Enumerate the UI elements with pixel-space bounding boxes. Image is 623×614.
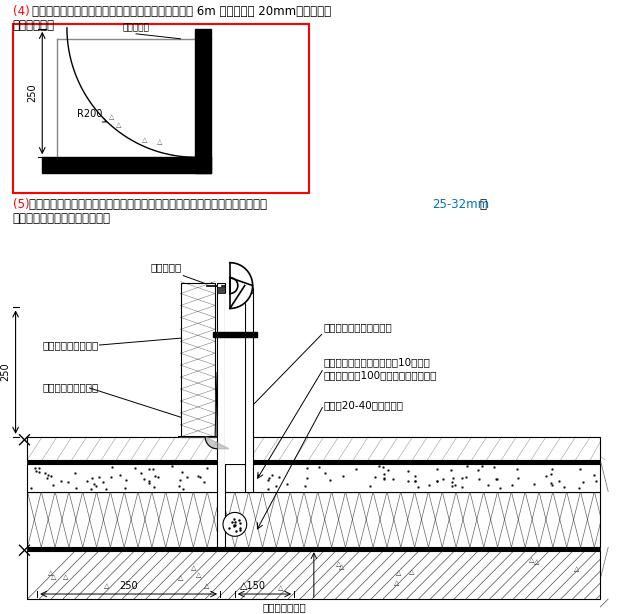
Bar (27, 551, 601, 599)
Text: △: △ (394, 580, 399, 586)
Text: △: △ (178, 575, 183, 581)
Text: △: △ (278, 585, 283, 591)
Text: △: △ (204, 583, 209, 589)
Bar (181, 282, 215, 437)
Circle shape (223, 513, 247, 536)
Text: 平卧排气管，管壁开孔直径10，梅花: 平卧排气管，管壁开孔直径10，梅花 (324, 357, 430, 367)
Text: △: △ (574, 565, 580, 572)
Text: △: △ (336, 562, 341, 567)
Text: 带孔与立管相连。做法如下图：: 带孔与立管相连。做法如下图： (12, 212, 111, 225)
Text: R200: R200 (77, 109, 107, 122)
Text: △: △ (110, 114, 115, 120)
Text: △150: △150 (240, 581, 266, 591)
Bar (27, 492, 601, 547)
Text: 气道（20-40碎石填满）: 气道（20-40碎石填满） (324, 400, 404, 410)
Bar (245, 287, 252, 292)
Bar (27, 464, 601, 492)
Text: △: △ (409, 569, 414, 575)
Text: 250: 250 (1, 363, 11, 381)
Text: 脂防水油膏。: 脂防水油膏。 (12, 19, 55, 32)
Bar (12, 24, 309, 193)
Bar (27, 547, 601, 551)
Text: △: △ (48, 570, 53, 576)
Text: △: △ (142, 137, 148, 142)
Text: 屋面泻水保护做法见下图，分格缝同屋面防水保护层 6m 一道，缝宽 20mm，内嵌聚胺: 屋面泻水保护做法见下图，分格缝同屋面防水保护层 6m 一道，缝宽 20mm，内嵌… (32, 5, 331, 18)
Text: 锥形细石混凝土保护: 锥形细石混凝土保护 (42, 382, 98, 392)
Text: △: △ (340, 564, 345, 570)
Polygon shape (205, 437, 229, 449)
Text: △: △ (104, 583, 110, 589)
Text: 250: 250 (120, 581, 138, 591)
Bar (245, 287, 252, 492)
Text: 250: 250 (27, 84, 37, 103)
Text: 屋面透气孔：当保温层含水量较大，难以干燥时可以埋设排气管。排气管直径: 屋面透气孔：当保温层含水量较大，难以干燥时可以埋设排气管。排气管直径 (29, 198, 271, 211)
Text: (5): (5) (12, 198, 29, 211)
Text: 转角处水泥砂浆抒成圆弧: 转角处水泥砂浆抒成圆弧 (324, 322, 392, 332)
Text: △: △ (157, 139, 162, 145)
Text: △: △ (396, 570, 401, 576)
Text: ，: ， (480, 198, 487, 211)
Bar (196, 29, 211, 173)
Bar (225, 292, 245, 464)
Text: △: △ (534, 559, 540, 565)
Text: △: △ (528, 557, 534, 563)
Text: △: △ (116, 122, 121, 128)
Text: △: △ (51, 573, 57, 580)
Text: 不锈销箍，螺栀收紧: 不锈销箍，螺栀收紧 (42, 340, 98, 350)
Bar (217, 287, 225, 292)
Text: △: △ (191, 565, 197, 571)
Bar (27, 460, 601, 464)
Text: 25-32mm: 25-32mm (432, 198, 490, 211)
Bar (217, 282, 225, 547)
Text: 细石混凝土: 细石混凝土 (123, 23, 150, 32)
Polygon shape (179, 372, 217, 437)
Text: 建筑密封胶: 建筑密封胶 (151, 263, 182, 273)
Bar (42, 157, 211, 173)
Polygon shape (230, 263, 252, 308)
Bar (27, 437, 601, 460)
Text: △: △ (196, 572, 201, 578)
Text: △: △ (63, 574, 69, 580)
Bar (213, 332, 257, 337)
Text: 形布置，孔距100，与立管用三通连接: 形布置，孔距100，与立管用三通连接 (324, 370, 437, 380)
Text: (4): (4) (12, 5, 33, 18)
Text: 附加卷材防水层: 附加卷材防水层 (262, 602, 306, 612)
